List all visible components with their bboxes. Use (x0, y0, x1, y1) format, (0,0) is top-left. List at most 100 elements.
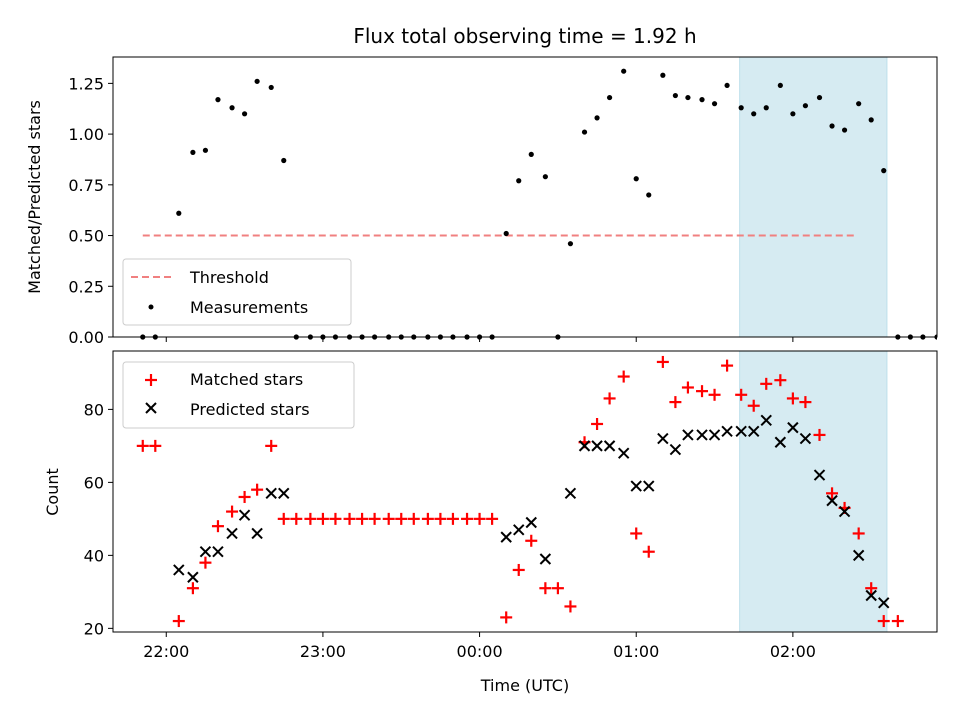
y-tick-label: 1.25 (68, 74, 104, 93)
x-axis-label: Time (UTC) (480, 676, 569, 695)
predicted-stars-point (578, 440, 591, 452)
measurements-legend-swatch (148, 304, 154, 310)
matched-stars-point (877, 615, 890, 628)
predicted-stars-point (212, 546, 224, 558)
measurements-point (856, 101, 862, 107)
measurements-point (215, 97, 221, 103)
matched-stars-point (865, 582, 878, 595)
matched-stars-point (669, 396, 682, 409)
predicted-stars-point (513, 524, 525, 536)
measurements-point (268, 84, 274, 91)
y-tick-label: 0.75 (68, 176, 104, 195)
matched-stars-point (630, 527, 643, 540)
measurements-point (229, 105, 235, 111)
measurements-legend-label: Measurements (190, 298, 308, 317)
matched-stars-point (136, 439, 149, 452)
matched-stars-point (891, 615, 904, 628)
chart-title: Flux total observing time = 1.92 h (353, 24, 696, 48)
y-tick-label: 80 (84, 400, 104, 419)
predicted-stars-point (539, 553, 552, 565)
predicted-stars-point (878, 597, 890, 609)
measurements-point (816, 94, 823, 101)
predicted-stars-point (591, 440, 603, 452)
predicted-stars-point (617, 447, 630, 459)
measurements-point (829, 123, 835, 129)
measurements-point (751, 111, 757, 117)
top-highlight-band (739, 56, 888, 338)
measurements-point (672, 92, 678, 99)
x-tick-label: 01:00 (613, 642, 659, 661)
predicted-stars-point (226, 527, 238, 540)
x-tick-label: 00:00 (457, 642, 503, 661)
predicted-stars-point (826, 494, 838, 507)
matched-stars-point (226, 505, 239, 518)
predicted-stars-point (525, 516, 537, 529)
matched-legend-swatch (145, 374, 157, 386)
bottom-legend-box (122, 361, 355, 429)
matched-stars-point (721, 359, 734, 372)
matched-stars-point (799, 396, 812, 409)
matched-stars-point (265, 439, 278, 452)
measurements-point (881, 168, 887, 174)
matched-stars-point (564, 600, 577, 613)
measurements-point (594, 115, 600, 121)
x-tick-label: 22:00 (143, 642, 189, 661)
predicted-stars-point (251, 527, 263, 540)
predicted-stars-point (657, 432, 669, 445)
matched-stars-point (329, 512, 342, 525)
matched-stars-point (277, 512, 290, 525)
matched-stars-point (149, 439, 162, 452)
matched-stars-point (238, 490, 251, 503)
bottom-highlight-band (739, 350, 888, 633)
top-panel: Flux total observing time = 1.92 h 0.00 0… (25, 24, 938, 347)
predicted-stars-point (721, 425, 733, 437)
top-legend-box (122, 258, 352, 326)
measurements-point (660, 72, 666, 78)
predicted-stars-point (838, 505, 851, 518)
bottom-panel: 20 40 60 80 22:00 23:00 00:00 01:00 02:00 Count… (43, 350, 938, 695)
top-plot-frame (112, 56, 938, 338)
y-tick-label: 40 (84, 546, 104, 565)
top-legend: Threshold Measurements (122, 258, 352, 326)
matched-stars-point (186, 582, 199, 595)
matched-stars-point (642, 545, 655, 558)
predicted-legend-swatch (145, 402, 157, 414)
measurements-point (790, 111, 796, 117)
matched-stars-point (172, 615, 185, 628)
y-tick-label: 1.00 (68, 125, 104, 144)
matched-stars-point (786, 392, 799, 405)
predicted-stars-point (774, 436, 787, 448)
x-tick-label: 23:00 (300, 642, 346, 661)
predicted-stars-point (603, 440, 616, 452)
matched-stars-point (591, 417, 604, 430)
y-tick-label: 0.00 (68, 328, 104, 347)
predicted-stars-point (278, 487, 290, 500)
matched-stars-point (708, 388, 721, 401)
matched-stars-point (500, 611, 513, 624)
measurements-point (621, 68, 627, 74)
matched-stars-point (735, 388, 748, 401)
measurements-point (528, 151, 534, 157)
bottom-x-ticks: 22:00 23:00 00:00 01:00 02:00 (143, 632, 816, 661)
measurements-point (724, 82, 730, 89)
measurements-point (646, 192, 652, 198)
top-y-axis-label: Matched/Predicted stars (25, 100, 44, 294)
matched-stars-point (434, 512, 447, 525)
y-tick-label: 0.50 (68, 227, 104, 246)
predicted-stars-point (500, 531, 512, 543)
predicted-stars-point (799, 432, 812, 445)
matched-stars-point (343, 512, 356, 525)
matched-stars-point (211, 520, 224, 533)
top-x-ticks (165, 337, 794, 342)
bottom-y-ticks: 20 40 60 80 (84, 400, 113, 638)
predicted-stars-point (265, 487, 277, 500)
matched-stars-point (382, 512, 395, 525)
matched-stars-point (525, 534, 538, 547)
predicted-stars-point (865, 589, 877, 602)
measurements-point (241, 111, 248, 117)
matched-stars-point (696, 385, 709, 398)
measurements-point (581, 129, 588, 135)
matched-stars-point (551, 582, 564, 595)
matched-stars-point (760, 377, 773, 390)
